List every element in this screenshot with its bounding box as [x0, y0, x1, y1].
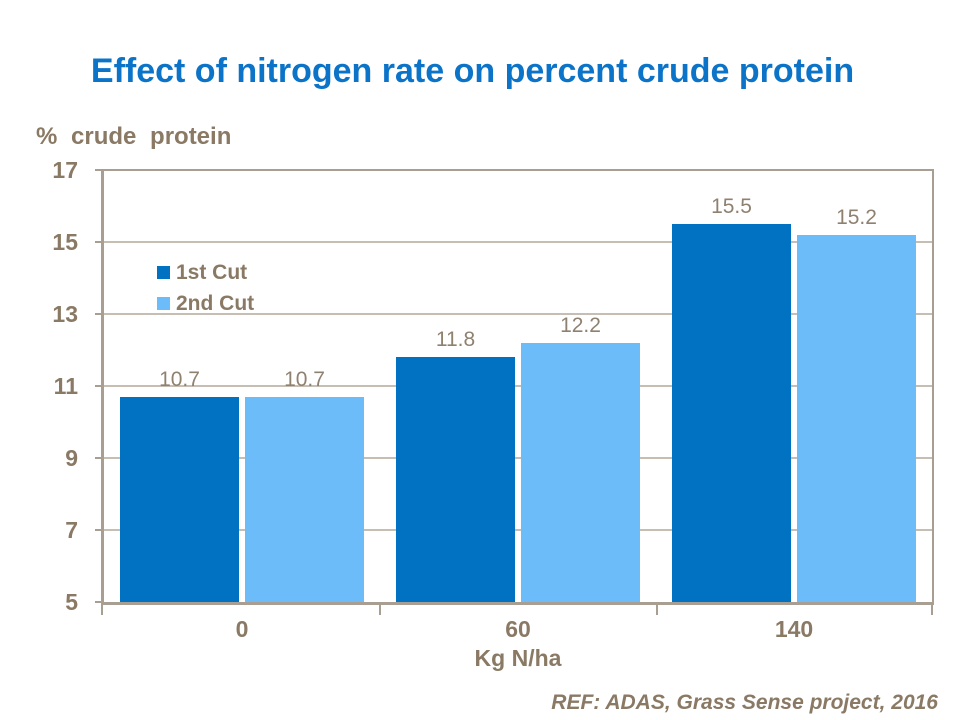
- y-tick-label: 15: [52, 229, 78, 255]
- gridline: [104, 313, 932, 315]
- bar-value-label: 11.8: [435, 328, 476, 352]
- gridline: [104, 529, 932, 531]
- bar-value-label: 12.2: [560, 313, 601, 337]
- legend-item-1st-cut: 1st Cut: [157, 257, 254, 288]
- bar-2nd-cut-60: [521, 342, 640, 602]
- x-axis-tick: [101, 605, 103, 615]
- gridline: [104, 457, 932, 459]
- y-axis-tick: [95, 529, 102, 531]
- y-tick-label: 11: [53, 373, 78, 399]
- x-tick-label: 140: [774, 616, 814, 642]
- legend-swatch-icon: [157, 297, 170, 310]
- x-axis-tick: [931, 605, 933, 615]
- legend-item-2nd-cut: 2nd Cut: [157, 288, 254, 319]
- y-axis-tick: [95, 241, 102, 243]
- gridline: [104, 385, 932, 387]
- y-axis-tick: [95, 385, 102, 387]
- bar-2nd-cut-140: [797, 234, 916, 602]
- x-tick-label: 60: [505, 616, 531, 642]
- legend-swatch-icon: [157, 266, 170, 279]
- x-tick-label: 0: [235, 616, 249, 642]
- legend-label: 2nd Cut: [176, 291, 255, 315]
- bar-value-label: 15.2: [836, 205, 877, 229]
- y-axis-tick: [95, 313, 102, 315]
- bar-value-label: 15.5: [711, 195, 752, 218]
- y-axis-tick: [95, 169, 102, 171]
- y-tick-label: 9: [65, 445, 78, 471]
- y-axis-tick: [95, 457, 102, 459]
- x-axis-title: Kg N/ha: [474, 645, 562, 671]
- y-tick-label: 17: [52, 157, 78, 183]
- y-tick-label: 13: [52, 301, 78, 327]
- x-axis-tick: [656, 605, 658, 615]
- gridline: [104, 241, 932, 243]
- bar-1st-cut-140: [672, 224, 791, 602]
- bar-1st-cut-0: [120, 396, 239, 602]
- bar-value-label: 10.7: [284, 367, 325, 391]
- y-tick-label: 7: [65, 517, 78, 543]
- x-axis-tick: [379, 605, 381, 615]
- y-axis-tick: [95, 601, 102, 603]
- chart-legend: 1st Cut 2nd Cut: [157, 257, 254, 319]
- y-tick-label: 5: [65, 589, 78, 615]
- bar-value-label: 10.7: [159, 367, 200, 391]
- bar-1st-cut-60: [396, 357, 515, 602]
- legend-label: 1st Cut: [176, 260, 248, 284]
- chart-title: Effect of nitrogen rate on percent crude…: [90, 52, 855, 90]
- y-axis-title: % crude protein: [36, 123, 232, 150]
- plot-frame: [101, 169, 934, 605]
- bar-2nd-cut-0: [245, 396, 364, 602]
- reference-note: REF: ADAS, Grass Sense project, 2016: [551, 691, 938, 714]
